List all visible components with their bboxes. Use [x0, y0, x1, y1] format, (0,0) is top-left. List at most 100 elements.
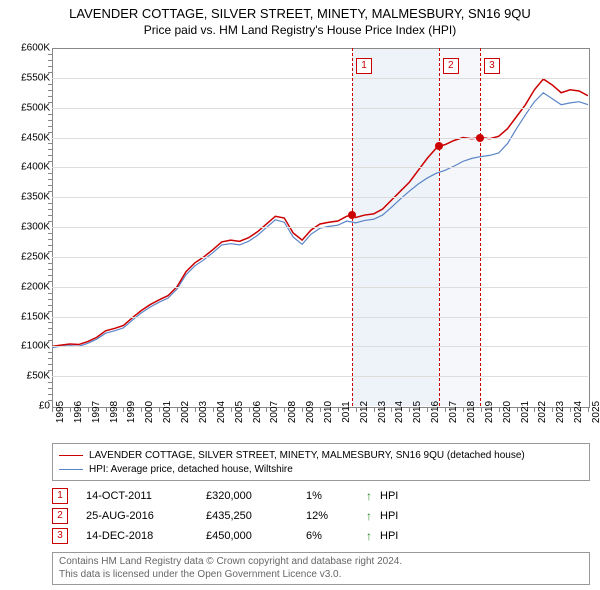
y-minor-tick	[48, 221, 52, 222]
y-minor-tick	[48, 269, 52, 270]
table-hpi-label: HPI	[380, 530, 420, 542]
y-gridline	[52, 78, 588, 79]
x-tick-label: 2010	[323, 401, 334, 423]
y-minor-tick	[48, 251, 52, 252]
y-minor-tick	[48, 209, 52, 210]
y-minor-tick	[48, 245, 52, 246]
sale-marker	[348, 211, 356, 219]
y-minor-tick	[48, 305, 52, 306]
y-minor-tick	[48, 275, 52, 276]
y-minor-tick	[48, 179, 52, 180]
y-tick-label: £550K	[21, 72, 50, 83]
y-minor-tick	[48, 263, 52, 264]
table-hpi-label: HPI	[380, 510, 420, 522]
x-tick-mark	[141, 408, 142, 412]
y-tick-label: £250K	[21, 251, 50, 262]
legend-label: HPI: Average price, detached house, Wilt…	[89, 464, 293, 475]
y-gridline	[52, 317, 588, 318]
table-date: 25-AUG-2016	[86, 510, 206, 522]
x-tick-label: 2008	[287, 401, 298, 423]
y-minor-tick	[48, 90, 52, 91]
legend-swatch	[59, 455, 83, 456]
callout-box: 3	[484, 58, 500, 74]
y-minor-tick	[48, 143, 52, 144]
y-minor-tick	[48, 203, 52, 204]
x-tick-label: 1997	[91, 401, 102, 423]
x-tick-mark	[70, 408, 71, 412]
y-minor-tick	[48, 322, 52, 323]
x-tick-mark	[427, 408, 428, 412]
x-tick-label: 2013	[377, 401, 388, 423]
x-tick-mark	[266, 408, 267, 412]
x-tick-label: 2025	[591, 401, 600, 423]
table-row: 314-DEC-2018£450,0006%↑HPI	[52, 526, 420, 546]
x-tick-mark	[284, 408, 285, 412]
y-minor-tick	[48, 54, 52, 55]
y-minor-tick	[48, 239, 52, 240]
x-tick-label: 2009	[305, 401, 316, 423]
table-price: £435,250	[206, 510, 306, 522]
x-tick-label: 2003	[198, 401, 209, 423]
y-minor-tick	[48, 60, 52, 61]
y-minor-tick	[48, 352, 52, 353]
x-tick-label: 1998	[109, 401, 120, 423]
x-tick-mark	[249, 408, 250, 412]
arrow-up-icon: ↑	[366, 509, 380, 523]
table-date: 14-DEC-2018	[86, 530, 206, 542]
y-tick-label: £300K	[21, 222, 50, 233]
y-minor-tick	[48, 191, 52, 192]
y-tick-label: £350K	[21, 192, 50, 203]
table-date: 14-OCT-2011	[86, 490, 206, 502]
x-tick-label: 2021	[520, 401, 531, 423]
table-row: 225-AUG-2016£435,25012%↑HPI	[52, 506, 420, 526]
y-tick-label: £150K	[21, 311, 50, 322]
x-tick-label: 2011	[341, 401, 352, 423]
event-vline	[352, 48, 353, 406]
table-price: £450,000	[206, 530, 306, 542]
y-minor-tick	[48, 299, 52, 300]
series-hpi	[52, 93, 588, 348]
x-tick-label: 2020	[502, 401, 513, 423]
y-gridline	[52, 167, 588, 168]
x-tick-mark	[391, 408, 392, 412]
x-tick-mark	[356, 408, 357, 412]
y-tick-label: £100K	[21, 341, 50, 352]
y-gridline	[52, 346, 588, 347]
x-tick-label: 2015	[412, 401, 423, 423]
sales-table: 114-OCT-2011£320,0001%↑HPI225-AUG-2016£4…	[52, 486, 420, 546]
y-tick-label: £600K	[21, 43, 50, 54]
x-tick-label: 2012	[359, 401, 370, 423]
y-minor-tick	[48, 173, 52, 174]
y-gridline	[52, 257, 588, 258]
x-tick-mark	[552, 408, 553, 412]
y-minor-tick	[48, 382, 52, 383]
y-gridline	[52, 287, 588, 288]
x-tick-mark	[534, 408, 535, 412]
y-minor-tick	[48, 400, 52, 401]
credit-line-2: This data is licensed under the Open Gov…	[59, 569, 583, 582]
y-minor-tick	[48, 388, 52, 389]
y-minor-tick	[48, 370, 52, 371]
x-tick-label: 2005	[234, 401, 245, 423]
y-minor-tick	[48, 72, 52, 73]
y-minor-tick	[48, 293, 52, 294]
chart-title: LAVENDER COTTAGE, SILVER STREET, MINETY,…	[0, 0, 600, 21]
y-tick-label: £450K	[21, 132, 50, 143]
table-callout-box: 1	[52, 488, 68, 504]
y-tick-label: £400K	[21, 162, 50, 173]
y-tick-label: £0	[39, 401, 50, 412]
table-hpi-label: HPI	[380, 490, 420, 502]
y-minor-tick	[48, 215, 52, 216]
x-tick-mark	[123, 408, 124, 412]
table-pct: 6%	[306, 530, 366, 542]
x-tick-label: 2014	[394, 401, 405, 423]
sale-marker	[435, 142, 443, 150]
y-minor-tick	[48, 132, 52, 133]
table-pct: 1%	[306, 490, 366, 502]
x-tick-mark	[445, 408, 446, 412]
y-minor-tick	[48, 358, 52, 359]
x-tick-mark	[338, 408, 339, 412]
x-tick-mark	[517, 408, 518, 412]
x-tick-label: 2004	[216, 401, 227, 423]
event-vline	[480, 48, 481, 406]
